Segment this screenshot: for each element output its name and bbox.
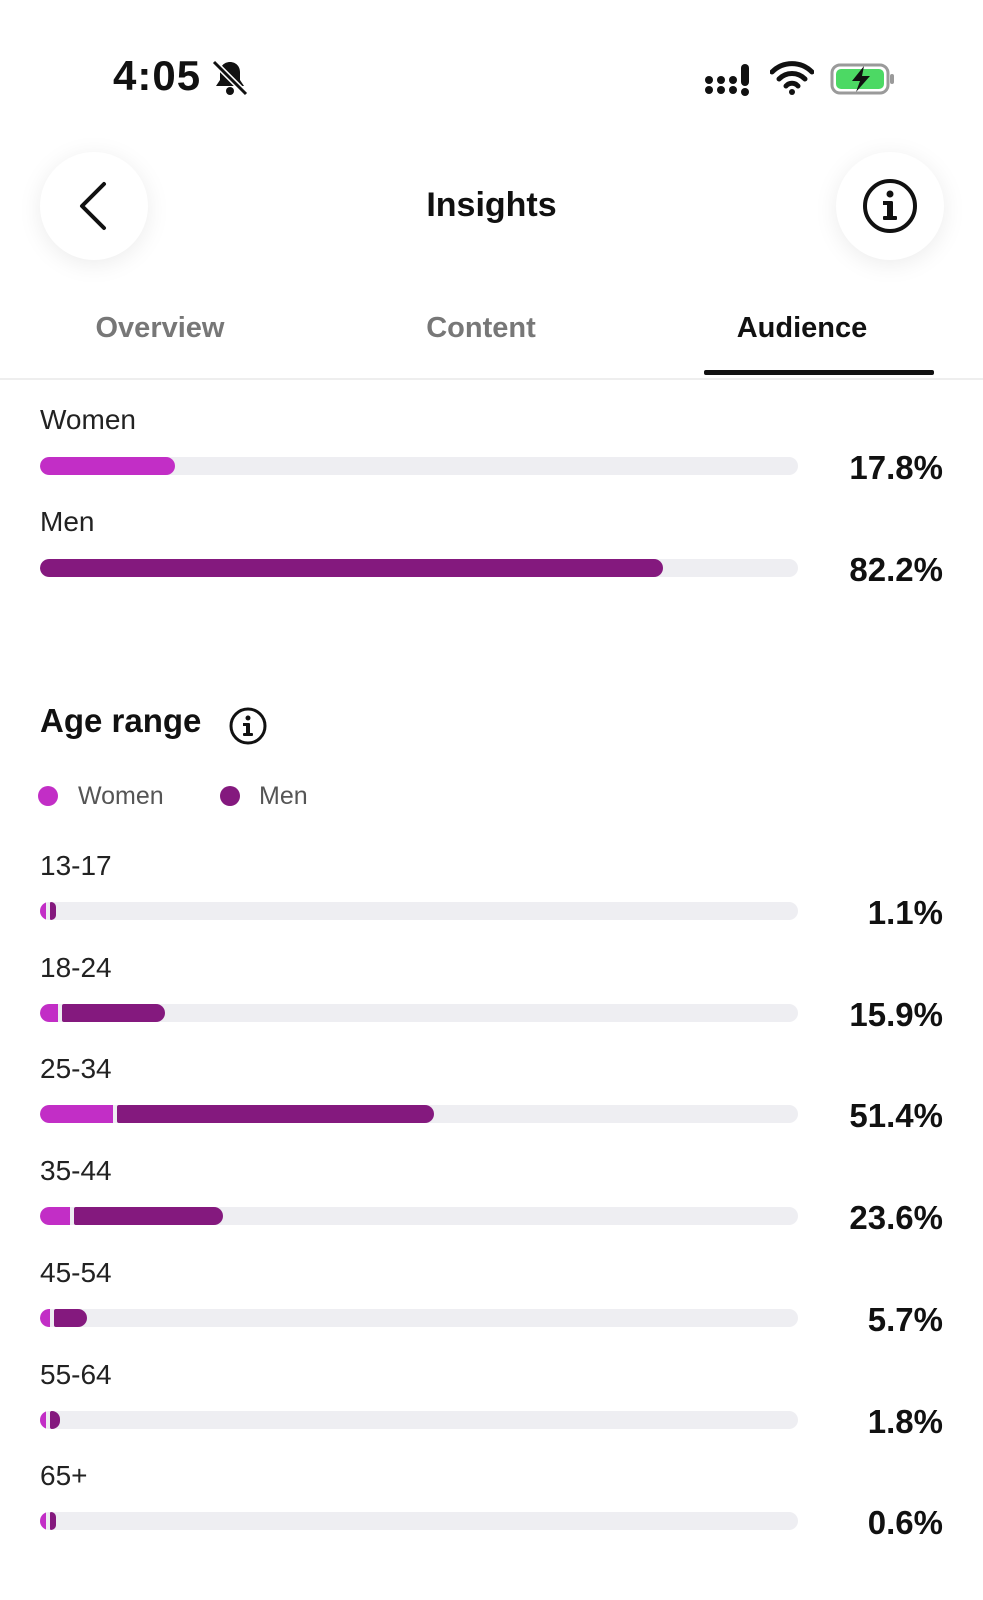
age-value: 0.6% — [867, 1504, 943, 1541]
age-label: 55-64 — [40, 1359, 112, 1390]
age-label: 18-24 — [40, 952, 112, 983]
back-button[interactable] — [40, 152, 148, 260]
gender-label-men: Men — [40, 506, 95, 537]
age-value: 5.7% — [867, 1301, 943, 1338]
age-range-info-icon[interactable] — [228, 706, 268, 746]
age-value: 1.1% — [867, 894, 943, 931]
info-button[interactable] — [836, 152, 944, 260]
age-fill-women — [40, 1512, 46, 1530]
active-tab-indicator — [704, 370, 934, 375]
age-fill-women — [40, 1105, 113, 1123]
status-time: 4:05 — [113, 52, 202, 99]
gender-value-men: 82.2% — [849, 551, 943, 588]
status-bar: 4:05 — [0, 0, 983, 130]
legend-dot-women — [38, 786, 58, 806]
cellular-signal-icon — [705, 64, 749, 96]
gender-fill-women — [40, 457, 175, 475]
age-fill-men — [62, 1004, 165, 1022]
wifi-icon — [770, 61, 814, 95]
tab-content[interactable]: Content — [426, 312, 536, 344]
age-value: 23.6% — [849, 1199, 943, 1236]
tab-bar: Overview Content Audience — [0, 298, 983, 380]
tab-audience[interactable]: Audience — [736, 312, 868, 344]
age-fill-women — [40, 902, 46, 920]
age-label: 13-17 — [40, 850, 112, 881]
age-fill-women — [40, 1411, 46, 1429]
page-title: Insights — [426, 186, 557, 224]
age-fill-women — [40, 1309, 50, 1327]
age-fill-men — [50, 902, 57, 920]
age-fill-women — [40, 1207, 71, 1225]
legend-label-men: Men — [259, 782, 308, 810]
age-fill-men — [50, 1411, 60, 1429]
gender-value-women: 17.8% — [849, 449, 943, 486]
age-fill-men — [50, 1512, 56, 1530]
tab-overview[interactable]: Overview — [95, 312, 225, 344]
gender-fill-men — [40, 559, 664, 577]
battery-charging-icon — [830, 63, 894, 95]
age-value: 15.9% — [849, 996, 943, 1033]
age-label: 45-54 — [40, 1257, 112, 1288]
age-track — [40, 1411, 798, 1429]
info-icon — [863, 179, 917, 233]
age-value: 1.8% — [867, 1403, 943, 1440]
age-fill-men — [74, 1207, 223, 1225]
chevron-left-icon — [80, 182, 106, 230]
age-track — [40, 1309, 798, 1327]
age-range-title: Age range — [40, 702, 202, 739]
legend-label-women: Women — [78, 782, 164, 810]
age-fill-women — [40, 1004, 59, 1022]
age-label: 25-34 — [40, 1053, 112, 1084]
age-track — [40, 1512, 798, 1530]
age-fill-men — [53, 1309, 88, 1327]
gender-track-men — [40, 559, 798, 577]
bell-off-icon — [211, 59, 249, 97]
gender-label-women: Women — [40, 404, 136, 435]
age-track — [40, 1004, 798, 1022]
age-fill-men — [116, 1105, 434, 1123]
age-track — [40, 902, 798, 920]
age-value: 51.4% — [849, 1097, 943, 1134]
age-label: 65+ — [40, 1460, 88, 1491]
age-label: 35-44 — [40, 1155, 112, 1186]
age-track — [40, 1207, 798, 1225]
nav-header: Insights — [0, 130, 983, 280]
age-track — [40, 1105, 798, 1123]
legend-dot-men — [220, 786, 240, 806]
gender-track-women — [40, 457, 798, 475]
